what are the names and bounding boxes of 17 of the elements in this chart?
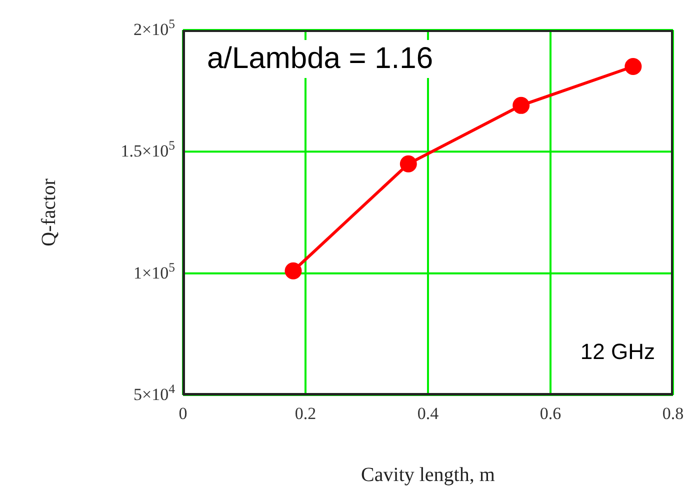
annotation: 12 GHz xyxy=(576,337,659,367)
y-axis-title: Q-factor xyxy=(38,178,60,246)
x-axis-title: Cavity length, m xyxy=(361,464,496,486)
y-tick-label: 2×10$^{5}$ xyxy=(134,17,175,39)
x-tick-label: 0 xyxy=(178,404,188,423)
point xyxy=(284,262,302,280)
x-tick-label: 0.6 xyxy=(540,404,562,423)
x-tick-label: 0.8 xyxy=(662,404,684,423)
y-tick-label: 1×10$^{5}$ xyxy=(134,260,175,282)
point xyxy=(624,58,642,75)
annotation: a/Lambda = 1.16 xyxy=(203,40,438,78)
point xyxy=(400,155,417,172)
x-tick-label: 0.4 xyxy=(417,404,440,423)
point xyxy=(512,96,530,114)
x-tick-label: 0.2 xyxy=(294,404,316,423)
y-tick-label: 1.5×10$^{5}$ xyxy=(120,138,175,161)
y-tick-label: 5×10$^{4}$ xyxy=(134,382,176,404)
